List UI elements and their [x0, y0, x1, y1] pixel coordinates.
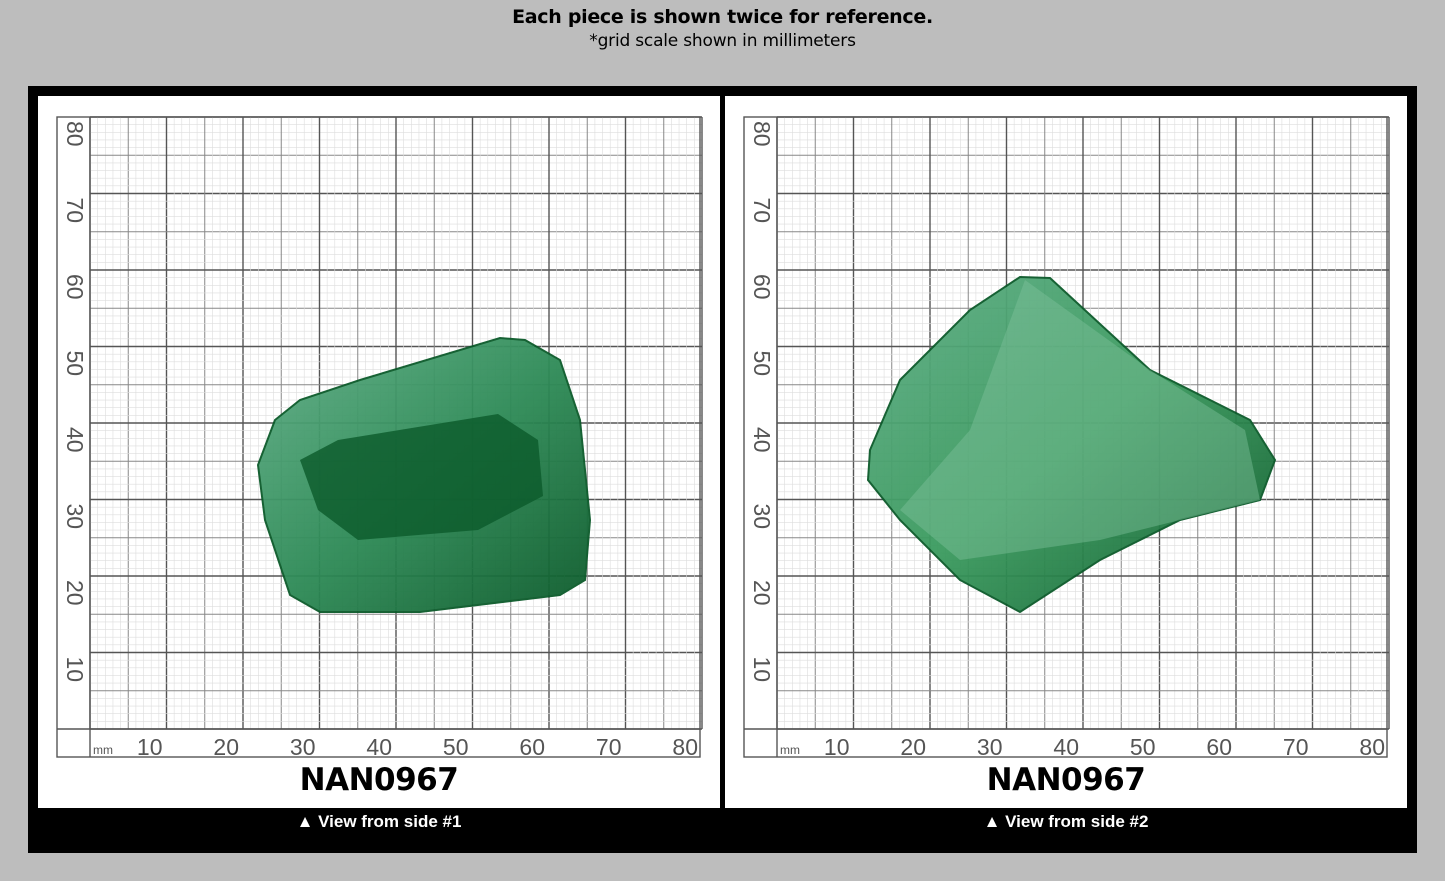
y-axis-label: 30 [62, 504, 88, 530]
item-code-side-2: NAN0967 [986, 762, 1146, 798]
gemstone-facet [300, 414, 543, 540]
y-axis-label: 80 [749, 121, 775, 147]
unit-label: mm [780, 743, 800, 757]
y-axis-label: 70 [62, 198, 88, 224]
x-axis-label: 60 [519, 734, 545, 760]
panel-side-2: 10 20 30 40 50 60 70 80 mm 80 70 60 50 40 30 20 10 [725, 96, 1407, 808]
x-axis-label: 80 [1359, 734, 1385, 760]
panel-side-1: 10 20 30 40 50 60 70 80 mm 80 70 60 50 40 30 20 10 [38, 96, 720, 808]
y-axis-label: 50 [62, 351, 88, 377]
x-axis-label: 70 [1283, 734, 1309, 760]
x-axis-label: 60 [1206, 734, 1232, 760]
mm-grid-side-2: 10 20 30 40 50 60 70 80 mm 80 70 60 50 40 30 20 10 [743, 116, 1390, 760]
y-axis-label: 10 [749, 657, 775, 683]
gemstone-rough [866, 275, 1277, 614]
x-axis-label: 20 [900, 734, 926, 760]
x-axis-label: 10 [137, 734, 163, 760]
item-code-side-1: NAN0967 [299, 762, 459, 798]
x-axis-label: 10 [824, 734, 850, 760]
y-axis-label: 30 [749, 504, 775, 530]
caption-side-2: ▲ View from side #2 [983, 812, 1149, 831]
x-axis-label: 80 [672, 734, 698, 760]
page-title: Each piece is shown twice for reference. [512, 6, 933, 28]
y-axis-label: 20 [749, 580, 775, 606]
x-axis-label: 70 [596, 734, 622, 760]
x-axis-label: 30 [290, 734, 316, 760]
unit-label: mm [93, 743, 113, 757]
x-axis-label: 30 [977, 734, 1003, 760]
y-axis-label: 60 [749, 274, 775, 300]
x-axis-label: 40 [366, 734, 392, 760]
y-axis-label: 20 [62, 580, 88, 606]
y-axis-label: 50 [749, 351, 775, 377]
mm-grid-side-1: 10 20 30 40 50 60 70 80 mm 80 70 60 50 40 30 20 10 [56, 116, 703, 760]
page-subtitle: *grid scale shown in millimeters [589, 31, 856, 51]
y-axis-label: 10 [62, 657, 88, 683]
y-axis-label: 40 [749, 427, 775, 453]
y-axis-label: 80 [62, 121, 88, 147]
x-axis-label: 50 [1130, 734, 1156, 760]
y-axis-label: 40 [62, 427, 88, 453]
gemstone-facet [900, 280, 1260, 560]
x-axis-label: 40 [1053, 734, 1079, 760]
caption-side-1: ▲ View from side #1 [296, 812, 462, 831]
x-axis-label: 20 [213, 734, 239, 760]
y-axis-label: 70 [749, 198, 775, 224]
x-axis-label: 50 [443, 734, 469, 760]
y-axis-label: 60 [62, 274, 88, 300]
